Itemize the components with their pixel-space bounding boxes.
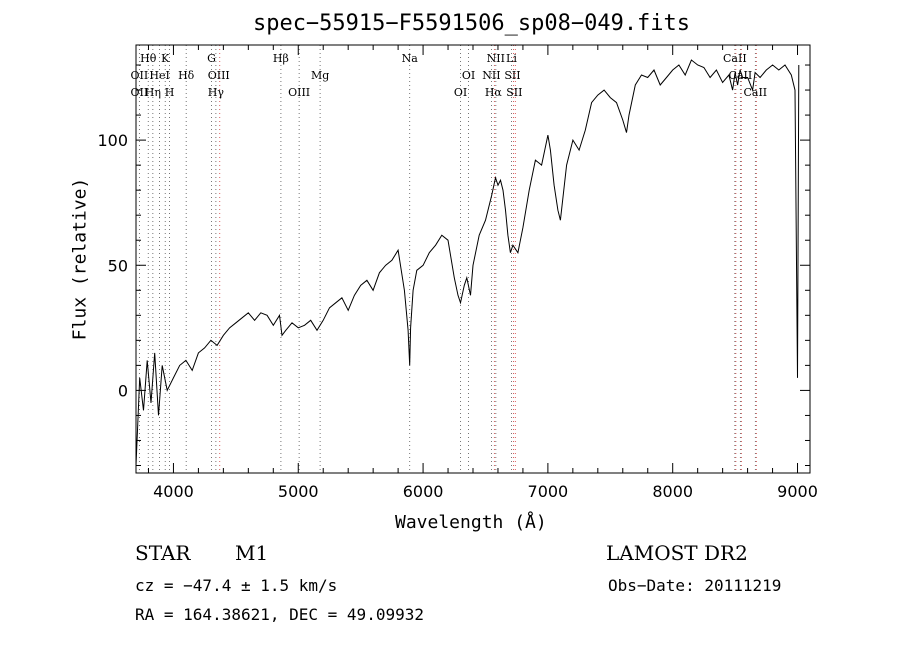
spectral-line-label: Hη [145, 86, 161, 99]
spectral-line-label: Hθ [140, 52, 157, 65]
spectral-line-label: OII [131, 69, 149, 82]
spectral-line-label: Hγ [208, 86, 225, 99]
spectrum-line [135, 59, 800, 466]
spectral-line-label: K [161, 52, 170, 65]
observation-date: Obs−Date: 20111219 [608, 576, 782, 595]
spectral-line-label: NII [487, 52, 505, 65]
axis-tick-labels: 4000 5000 6000 7000 8000 9000 0 50 100 [97, 131, 817, 501]
spectral-line-label: CaII [723, 52, 747, 65]
x-tick-label: 8000 [652, 482, 693, 501]
spectral-line-label: Mg [311, 69, 329, 82]
object-type: STAR [135, 541, 191, 565]
survey-name: LAMOST DR2 [606, 541, 748, 565]
spectral-line-label: SII [504, 69, 520, 82]
object-subclass: M1 [235, 541, 269, 565]
spectral-line-label: H [165, 86, 175, 99]
x-tick-label: 5000 [278, 482, 319, 501]
redshift-cz: cz = −47.4 ± 1.5 km/s [135, 576, 338, 595]
coordinates: RA = 164.38621, DEC = 49.09932 [135, 605, 424, 624]
spectral-line-label: NII [482, 69, 500, 82]
x-tick-label: 9000 [777, 482, 818, 501]
x-tick-label: 7000 [528, 482, 569, 501]
spectral-line-label: Hδ [178, 69, 195, 82]
spectral-line-label: CaII [729, 69, 753, 82]
x-tick-label: 6000 [403, 482, 444, 501]
axis-ticks [136, 45, 810, 473]
spectral-line-label: OIII [288, 86, 310, 99]
spectral-line-label: HeI [149, 69, 169, 82]
y-tick-label: 100 [97, 131, 128, 150]
x-axis-label: Wavelength (Å) [395, 512, 547, 533]
y-axis-label: Flux (relative) [69, 177, 91, 341]
plot-frame [135, 44, 811, 474]
spectral-line-label: Hα [485, 86, 503, 99]
spectral-line-label: SII [506, 86, 522, 99]
spectral-line-label: OIII [208, 69, 230, 82]
spectral-line-label: OII [131, 86, 149, 99]
spectral-line-label: CaII [743, 86, 767, 99]
y-tick-label: 0 [118, 381, 128, 400]
spectral-line-label: Na [402, 52, 419, 65]
chart-title: spec−55915−F5591506_sp08−049.fits [252, 11, 691, 36]
spectral-line-label: Hβ [273, 52, 289, 65]
spectral-line-label: Li [506, 52, 517, 65]
line-markers [138, 45, 757, 473]
y-tick-label: 50 [108, 256, 128, 275]
spectral-line-label: OI [454, 86, 467, 99]
x-tick-label: 4000 [153, 482, 194, 501]
spectral-line-label: OI [462, 69, 475, 82]
spectral-line-label: G [207, 52, 216, 65]
